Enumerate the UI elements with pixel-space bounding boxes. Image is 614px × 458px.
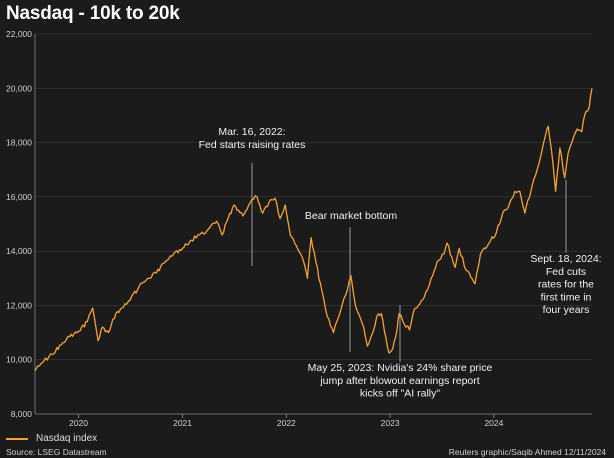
legend-label: Nasdaq index [36,433,98,444]
annotation-text: Mar. 16, 2022: [218,126,285,138]
legend-swatch [6,437,28,440]
annotation-text: rates for the [538,279,594,291]
annotation-text: May 25, 2023: Nvidia's 24% share price [308,362,493,374]
annotation-text: Fed cuts [546,266,586,278]
x-tick-label: 2024 [484,418,503,428]
annotation-text: four years [543,304,590,316]
y-tick-label: 10,000 [6,355,32,365]
credit-note: Reuters graphic/Saqib Ahmed 12/11/2024 [448,447,606,457]
annotation-text: Bear market bottom [305,210,397,222]
annotation-labels: Mar. 16, 2022:Fed starts raising rates Be… [199,126,602,400]
annotation-text: Sept. 18, 2024: [530,253,601,265]
annotation-text: jump after blowout earnings report [319,375,479,387]
axes [34,34,592,418]
series-lines [34,88,593,371]
x-tick-label: 2023 [381,418,400,428]
y-tick-label: 12,000 [6,300,32,310]
x-tick-label: 2022 [277,418,296,428]
x-tick-label: 2020 [69,418,88,428]
y-tick-label: 16,000 [6,192,32,202]
source-note: Source: LSEG Datastream [6,447,107,457]
y-tick-label: 20,000 [6,83,32,93]
x-axis-tick-labels: 2020 2021 2022 2023 2024 [69,418,504,428]
series-line-0 [34,88,593,371]
legend: Nasdaq index [6,433,97,444]
grid-lines [35,33,592,361]
chart-title: Nasdaq - 10k to 20k [6,3,180,24]
y-tick-label: 14,000 [6,246,32,256]
y-tick-label: 18,000 [6,138,32,148]
y-axis-tick-labels: 8,000 10,000 12,000 14,000 16,000 18,000 20,00… [6,29,32,419]
annotation-text: first time in [541,291,592,303]
y-tick-label: 8,000 [11,409,33,419]
y-tick-label: 22,000 [6,29,32,39]
annotation-leader-lines [251,163,567,362]
annotation-text: kicks off "AI rally" [360,388,440,400]
annotation-text: Fed starts raising rates [199,139,306,151]
x-tick-label: 2021 [173,418,192,428]
